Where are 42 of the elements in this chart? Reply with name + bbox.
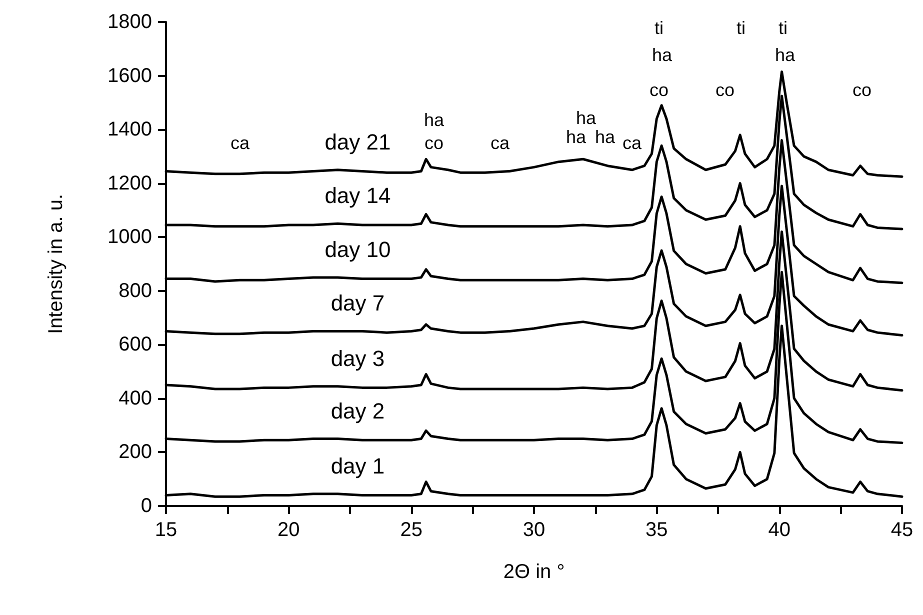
annotation: ha (774, 45, 796, 65)
annotation: co (715, 80, 735, 100)
annotation: ti (778, 18, 788, 38)
y-tick-label: 1600 (108, 64, 152, 87)
annotation: ha (594, 127, 616, 147)
x-axis-title: 2Θ in ° (503, 561, 565, 583)
series-label: day 7 (330, 290, 385, 316)
y-tick-label: 600 (118, 334, 152, 356)
series-label: day 1 (330, 453, 385, 478)
y-tick-label: 1000 (108, 226, 152, 248)
x-tick-label: 30 (522, 519, 546, 541)
annotation: ca (622, 133, 642, 153)
annotation: ha (566, 127, 587, 147)
x-tick-label: 45 (890, 519, 914, 541)
x-tick-label: 35 (646, 519, 668, 541)
series-label: day 14 (324, 183, 391, 208)
x-tick-label: 40 (768, 519, 790, 541)
series-label: day 2 (330, 398, 385, 424)
annotation: co (424, 133, 444, 153)
annotation: ti (736, 18, 746, 38)
series-label: day 21 (324, 129, 391, 154)
annotation: co (649, 80, 669, 100)
annotation: co (852, 80, 872, 100)
annotation: ha (576, 108, 597, 128)
series-label: day 3 (330, 346, 385, 371)
annotation: ca (490, 133, 510, 153)
y-tick-label: 400 (118, 387, 152, 410)
y-tick-label: 1200 (108, 172, 152, 194)
y-tick-label: 1400 (108, 118, 152, 141)
annotation: ha (424, 110, 445, 130)
y-tick-label: 1800 (108, 11, 152, 33)
x-tick-label: 15 (154, 519, 178, 541)
x-tick-label: 25 (400, 519, 422, 541)
annotation: ca (230, 133, 250, 153)
y-tick-label: 200 (118, 441, 152, 464)
y-tick-label: 800 (118, 280, 152, 302)
series-label: day 10 (324, 236, 391, 262)
annotation: ti (654, 18, 664, 38)
annotation: ha (652, 45, 673, 65)
x-tick-label: 20 (278, 519, 300, 541)
y-tick-label: 0 (140, 495, 152, 517)
y-axis-title: Intensity in a. u. (45, 194, 67, 334)
